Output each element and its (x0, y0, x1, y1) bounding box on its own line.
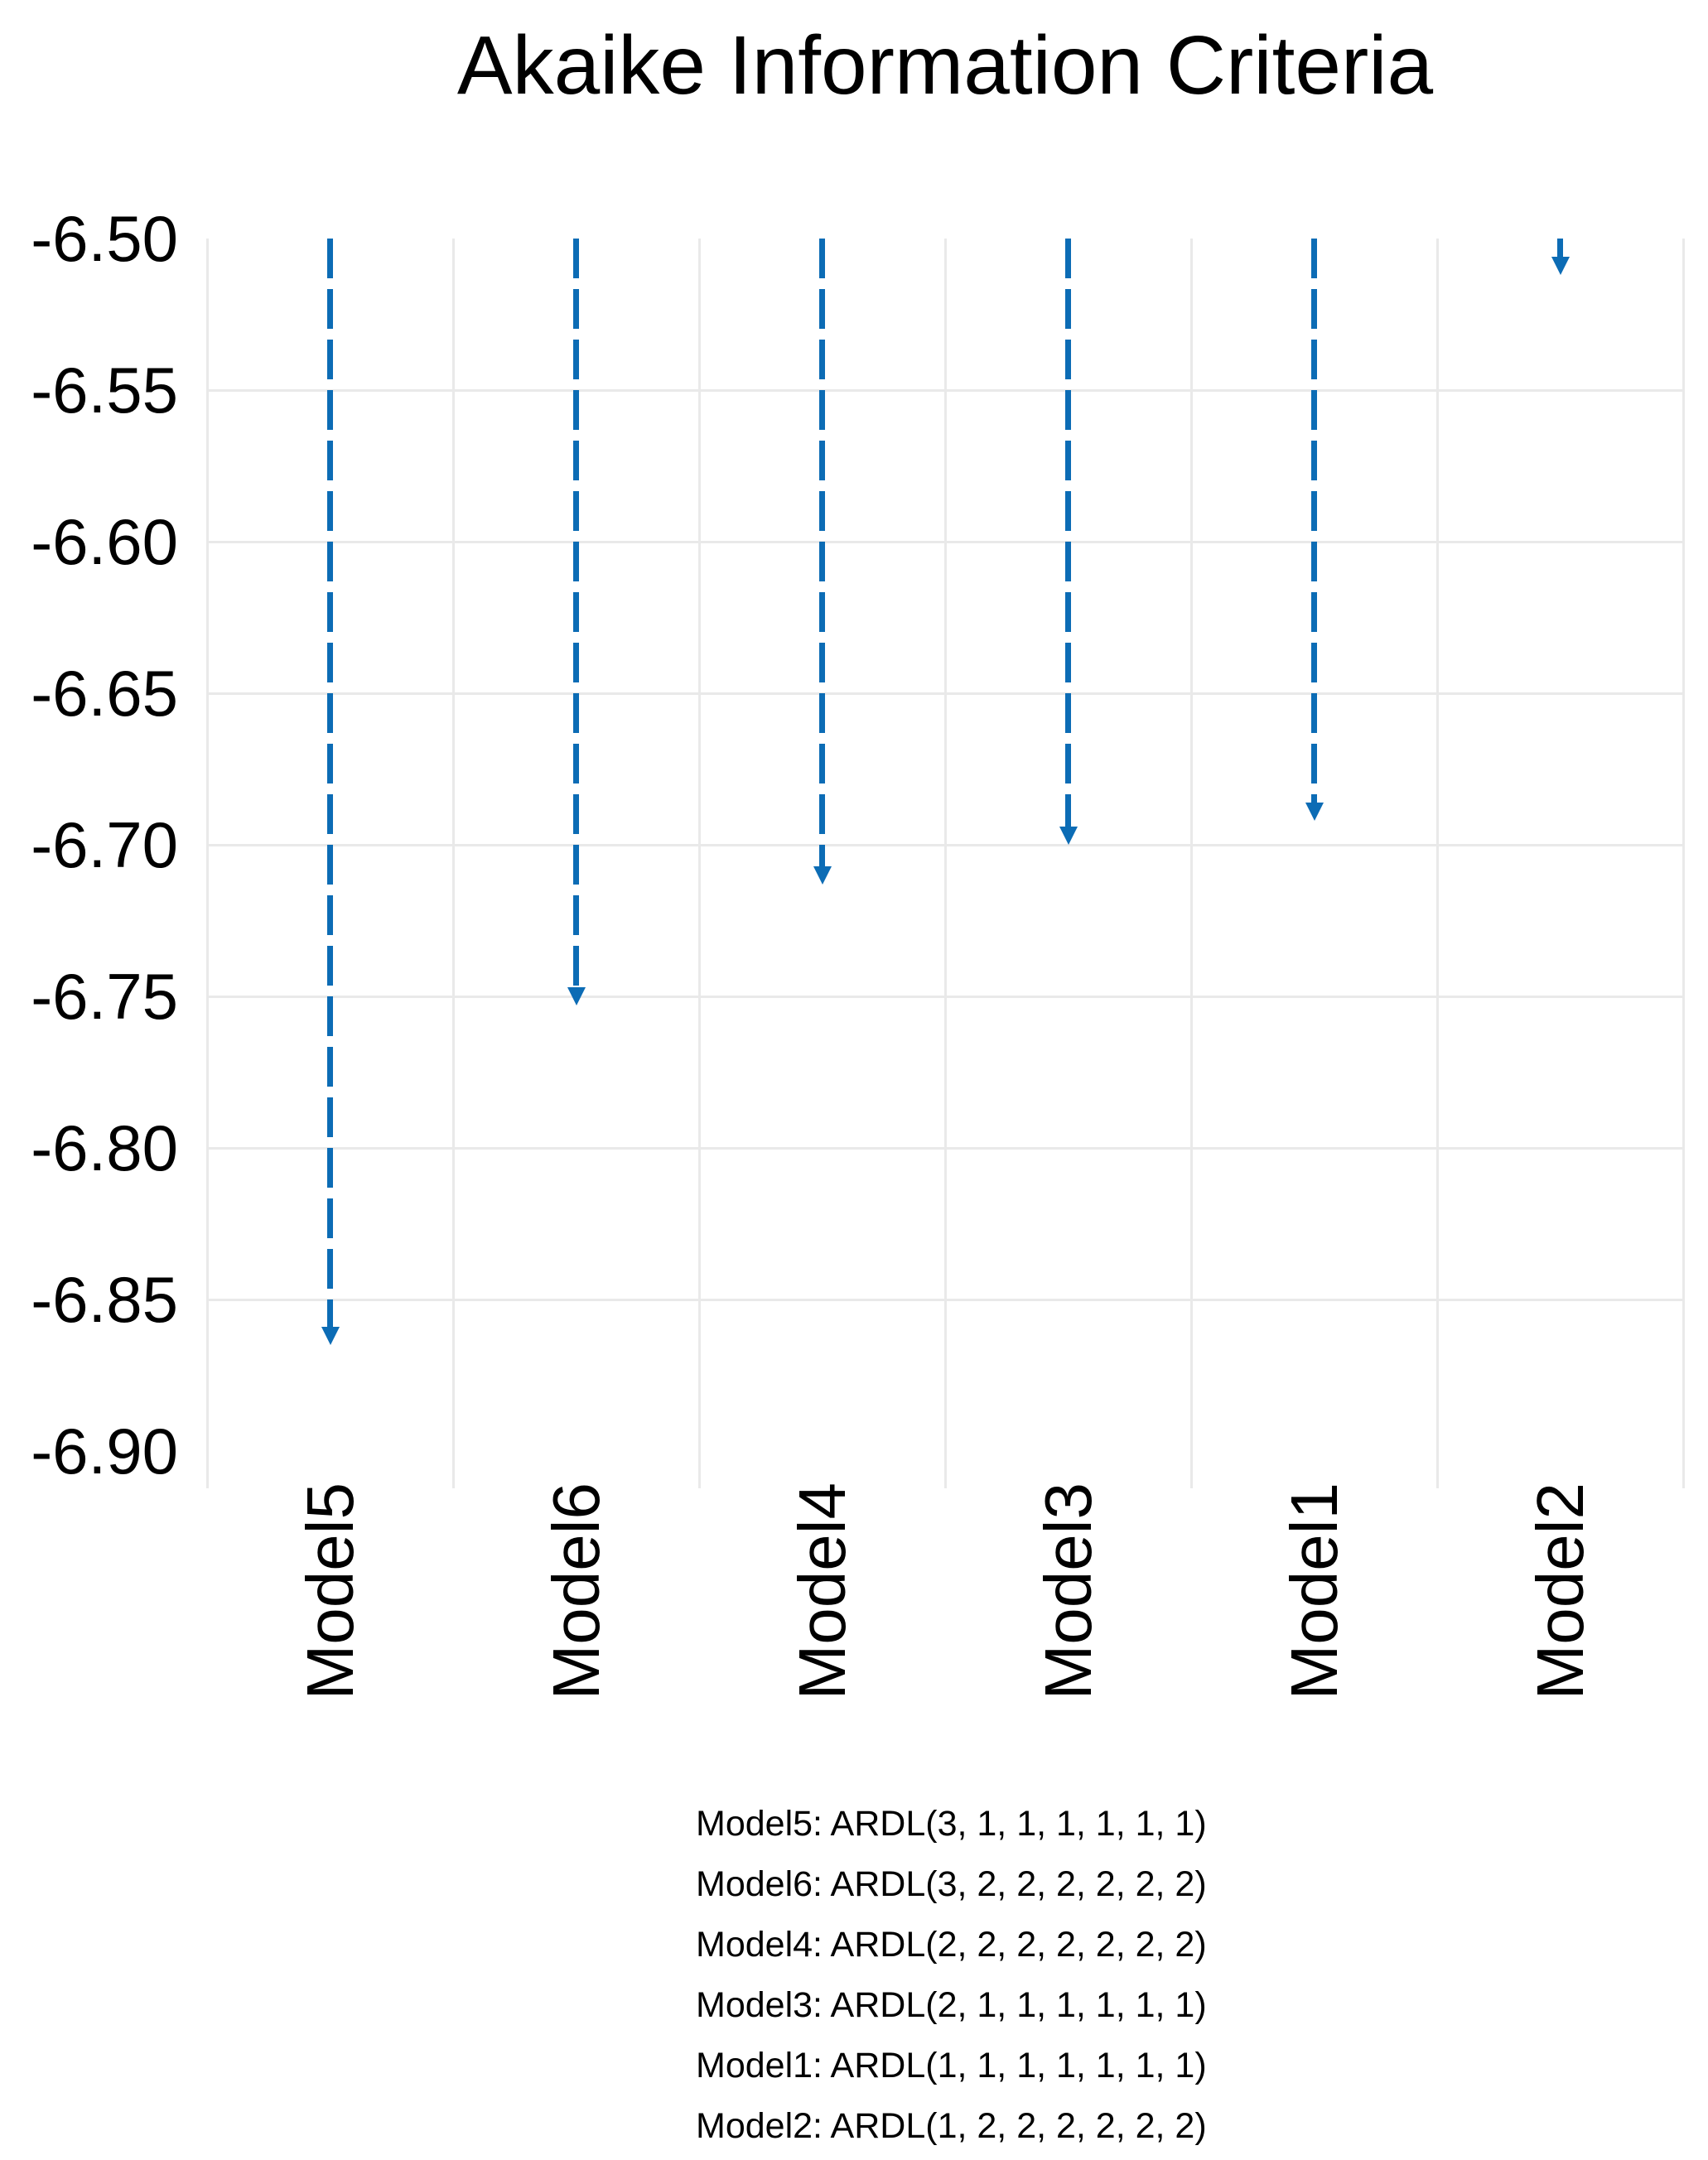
x-category-label: Model2 (1522, 1483, 1597, 1700)
legend-item: Model3: ARDL(2, 1, 1, 1, 1, 1, 1) (696, 1985, 1207, 2025)
aic-arrow-line (1557, 239, 1563, 257)
y-tick-label: -6.75 (31, 960, 178, 1033)
arrow-down-icon (1551, 256, 1570, 275)
aic-arrow-line (819, 239, 825, 866)
y-tick-label: -6.60 (31, 505, 178, 578)
legend-item: Model2: ARDL(1, 2, 2, 2, 2, 2, 2) (696, 2106, 1207, 2146)
vertical-gridline (206, 239, 209, 1488)
y-tick-label: -6.90 (31, 1415, 178, 1487)
x-category-label: Model4 (784, 1483, 859, 1700)
arrow-down-icon (1305, 802, 1324, 821)
vertical-gridline (944, 239, 947, 1488)
y-tick-label: -6.85 (31, 1263, 178, 1336)
legend-item: Model6: ARDL(3, 2, 2, 2, 2, 2, 2) (696, 1864, 1207, 1904)
vertical-gridline (1436, 239, 1439, 1488)
chart-title: Akaike Information Criteria (456, 19, 1434, 112)
aic-arrow-line (1065, 239, 1071, 827)
aic-arrow-line (1311, 239, 1317, 803)
aic-arrow-line (573, 239, 579, 987)
y-tick-label: -6.70 (31, 808, 178, 881)
arrow-down-icon (321, 1326, 340, 1345)
vertical-gridline (452, 239, 455, 1488)
y-tick-label: -6.80 (31, 1111, 178, 1184)
legend-item: Model4: ARDL(2, 2, 2, 2, 2, 2, 2) (696, 1925, 1207, 1965)
arrow-down-icon (567, 986, 586, 1005)
legend-item: Model5: ARDL(3, 1, 1, 1, 1, 1, 1) (696, 1804, 1207, 1844)
x-category-label: Model1 (1276, 1483, 1351, 1700)
vertical-gridline (1682, 239, 1685, 1488)
vertical-gridline (1190, 239, 1193, 1488)
arrow-down-icon (1059, 827, 1078, 845)
arrow-down-icon (813, 865, 832, 885)
y-tick-label: -6.50 (31, 202, 178, 275)
y-tick-label: -6.65 (31, 657, 178, 730)
aic-arrow-line (327, 239, 333, 1327)
x-category-label: Model3 (1030, 1483, 1105, 1700)
y-tick-label: -6.55 (31, 354, 178, 427)
legend: Model5: ARDL(3, 1, 1, 1, 1, 1, 1) Model6:… (696, 1794, 1207, 2157)
x-category-label: Model5 (292, 1483, 367, 1700)
vertical-gridline (698, 239, 701, 1488)
x-category-label: Model6 (538, 1483, 613, 1700)
legend-item: Model1: ARDL(1, 1, 1, 1, 1, 1, 1) (696, 2046, 1207, 2085)
